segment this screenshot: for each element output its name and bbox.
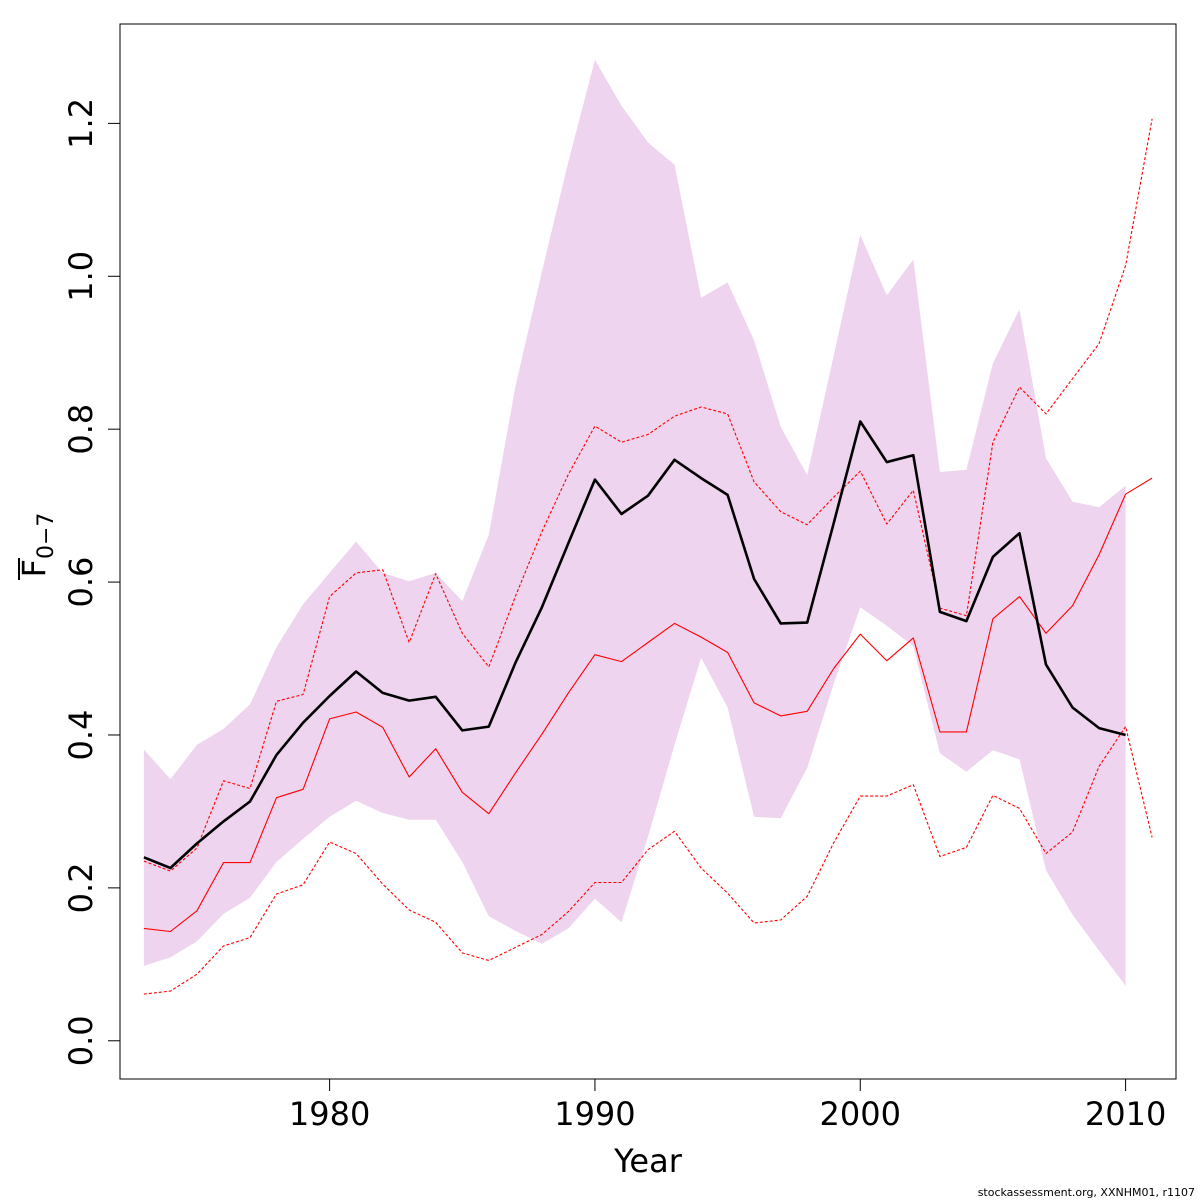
x-axis-title: Year	[613, 1142, 683, 1180]
y-tick-label: 1.2	[62, 98, 100, 149]
y-tick-label-group: 1.0	[62, 251, 100, 302]
confidence-band-layer	[143, 59, 1126, 986]
series-line-comparison-lower	[143, 726, 1153, 995]
footer-credit: stockassessment.org, XXNHM01, r1107	[978, 1186, 1195, 1199]
svg-text:F0−7: F0−7	[15, 513, 59, 578]
series-layer	[143, 118, 1153, 995]
x-tick-label: 2010	[1085, 1095, 1166, 1133]
series-line-comparison	[143, 477, 1153, 933]
series-line-estimate	[143, 420, 1126, 870]
series-line-comparison-upper	[143, 118, 1153, 872]
y-tick-label: 0.6	[62, 557, 100, 608]
y-axis-title-subscript: 0−7	[34, 513, 59, 559]
y-tick-label: 0.2	[62, 862, 100, 913]
y-tick-label: 1.0	[62, 251, 100, 302]
confidence-band	[143, 59, 1126, 986]
y-tick-label: 0.8	[62, 404, 100, 455]
y-axis: 0.0 0.2 0.4 0.6 0.8 1.0 1.2	[62, 98, 121, 1066]
y-tick-label-group: 0.4	[62, 710, 100, 761]
x-tick-label: 1980	[289, 1095, 370, 1133]
y-tick-label-group: 0.2	[62, 862, 100, 913]
y-axis-title: F0−7	[15, 513, 59, 580]
y-tick-label-group: 1.2	[62, 98, 100, 149]
y-axis-title-main: F	[15, 559, 53, 577]
x-tick-label: 1990	[554, 1095, 635, 1133]
y-tick-label: 0.0	[62, 1015, 100, 1066]
y-tick-label: 0.4	[62, 710, 100, 761]
y-tick-label-group: 0.6	[62, 557, 100, 608]
x-tick-label: 2000	[820, 1095, 901, 1133]
y-tick-label-group: 0.8	[62, 404, 100, 455]
y-tick-label-group: 0.0	[62, 1015, 100, 1066]
x-axis: 1980 1990 2000 2010	[289, 1078, 1166, 1133]
